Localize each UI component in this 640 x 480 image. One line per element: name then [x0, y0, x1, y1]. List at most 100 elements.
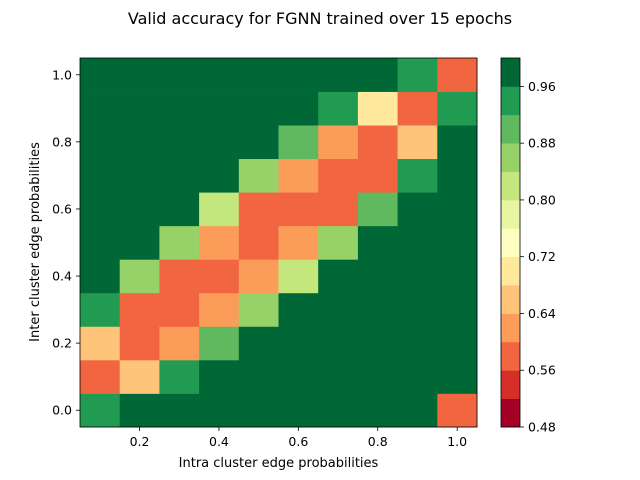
heatmap-cell — [238, 192, 279, 227]
heatmap-cell — [397, 359, 438, 394]
heatmap-cell — [80, 125, 121, 160]
heatmap-cell — [278, 158, 319, 193]
heatmap-cell — [357, 393, 398, 428]
plot-frame — [79, 57, 478, 428]
heatmap-cell — [199, 91, 240, 126]
heatmap-cell — [318, 58, 359, 92]
heatmap-cell — [159, 158, 200, 193]
heatmap-cell — [238, 91, 279, 126]
heatmap-cell — [278, 125, 319, 160]
heatmap-cell — [159, 259, 200, 294]
heatmap-cell — [238, 58, 279, 92]
colorbar-tick-label: 0.88 — [528, 136, 556, 151]
heatmap-cell — [357, 326, 398, 361]
heatmap-cell — [278, 393, 319, 428]
x-tick-label: 1.0 — [447, 434, 467, 449]
heatmap-cell — [318, 292, 359, 327]
x-axis-label: Intra cluster edge probabilities — [179, 456, 379, 471]
chart-title: Valid accuracy for FGNN trained over 15 … — [128, 9, 512, 28]
heatmap-cell — [159, 91, 200, 126]
colorbar-segment — [501, 285, 520, 314]
heatmap-cell — [238, 125, 279, 160]
colorbar-segment — [501, 86, 520, 116]
colorbar-tick-label: 0.56 — [528, 363, 556, 378]
heatmap-cell — [278, 91, 319, 126]
y-tick-label: 0.6 — [52, 201, 72, 216]
heatmap-cell — [199, 393, 240, 428]
heatmap-cell — [159, 359, 200, 394]
heatmap-cell — [238, 158, 279, 193]
heatmap-cell — [119, 292, 160, 327]
heatmap-cell — [119, 359, 160, 394]
heatmap-cell — [80, 158, 121, 193]
y-axis-label: Inter cluster edge probabilities — [28, 142, 43, 342]
y-tick-label: 0.2 — [52, 336, 72, 351]
heatmap-cell — [199, 359, 240, 394]
heatmap-cell — [397, 125, 438, 160]
heatmap-cell — [199, 192, 240, 227]
colorbar-tick-label: 0.80 — [528, 192, 556, 207]
heatmap-cell — [80, 225, 121, 260]
heatmap-cell — [318, 225, 359, 260]
heatmap-cell — [80, 259, 121, 294]
heatmap-cell — [119, 326, 160, 361]
heatmap-cell — [437, 259, 478, 294]
heatmap-cell — [80, 192, 121, 227]
heatmap-cell — [199, 58, 240, 92]
y-tick-label: 1.0 — [52, 67, 72, 82]
colorbar-segment — [501, 143, 520, 172]
heatmap-cell — [437, 58, 478, 92]
heatmap-cell — [278, 58, 319, 92]
heatmap-cell — [238, 326, 279, 361]
heatmap-cell — [397, 58, 438, 92]
heatmap-cell — [80, 292, 121, 327]
colorbar-segment — [501, 228, 520, 258]
heatmap-cell — [437, 292, 478, 327]
colorbar-segment — [501, 199, 520, 229]
y-axis: 0.0 0.2 0.4 0.6 0.8 1.0 — [52, 67, 80, 418]
colorbar-segment — [501, 313, 520, 343]
heatmap-cell — [238, 225, 279, 260]
heatmap-cell — [159, 58, 200, 92]
heatmap-cell — [397, 192, 438, 227]
heatmap-cell — [357, 225, 398, 260]
heatmap-cell — [318, 91, 359, 126]
heatmap-cell — [437, 91, 478, 126]
heatmap-cell — [278, 292, 319, 327]
colorbar-segment — [501, 256, 520, 286]
x-tick-label: 0.4 — [209, 434, 229, 449]
colorbar-tick-label: 0.96 — [528, 79, 556, 94]
colorbar-tick-label: 0.72 — [528, 249, 556, 264]
x-axis: 0.2 0.4 0.6 0.8 1.0 — [130, 427, 467, 449]
heatmap-cell — [278, 326, 319, 361]
heatmap-cell — [357, 125, 398, 160]
heatmap-cell — [238, 259, 279, 294]
heatmap-cell — [119, 91, 160, 126]
heatmap-cell — [318, 393, 359, 428]
heatmap-cell — [278, 225, 319, 260]
heatmap-cell — [397, 292, 438, 327]
heatmap-cell — [357, 292, 398, 327]
heatmap-cell — [80, 359, 121, 394]
heatmap-cell — [357, 91, 398, 126]
heatmap-cell — [357, 259, 398, 294]
heatmap-cell — [80, 393, 121, 428]
heatmap-cell — [437, 225, 478, 260]
y-tick-label: 0.8 — [52, 134, 72, 149]
heatmap-cell — [357, 359, 398, 394]
heatmap-cell — [199, 225, 240, 260]
heatmap-cell — [397, 259, 438, 294]
heatmap-cell — [318, 192, 359, 227]
colorbar-segment — [501, 341, 520, 371]
heatmap-cell — [159, 393, 200, 428]
heatmap-cell — [159, 192, 200, 227]
heatmap-cell — [119, 158, 160, 193]
colorbar-segment — [501, 58, 520, 87]
heatmap-cell — [119, 125, 160, 160]
heatmap-cell — [119, 58, 160, 92]
heatmap-cell — [318, 359, 359, 394]
heatmap-cell — [357, 158, 398, 193]
heatmap-cell — [238, 393, 279, 428]
heatmap-cell — [437, 158, 478, 193]
